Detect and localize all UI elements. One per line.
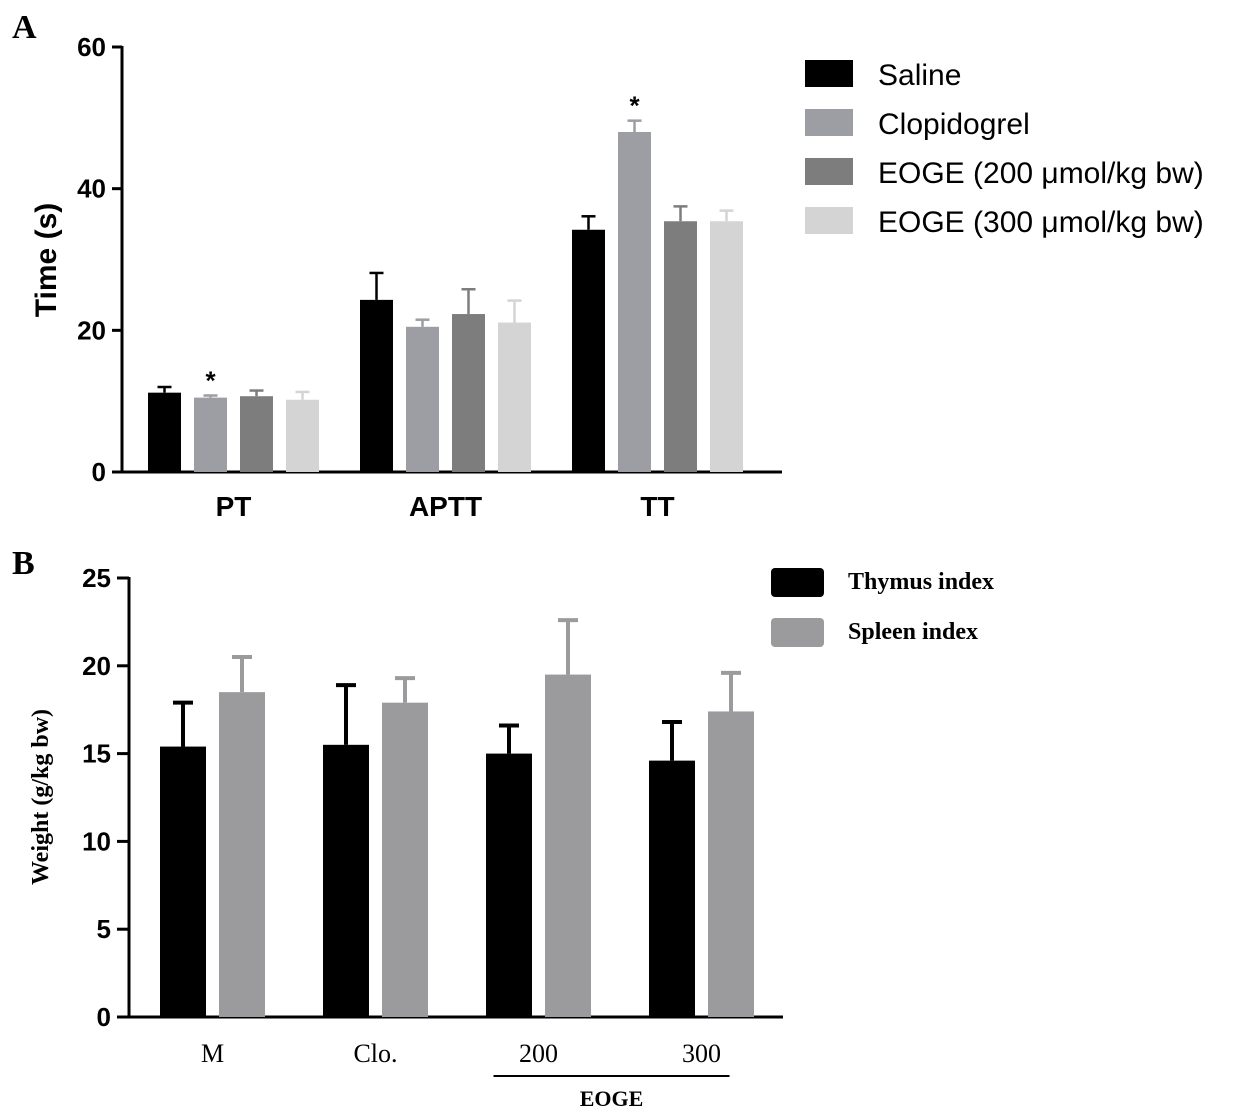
x-tick-label: 200 — [519, 1039, 558, 1068]
bar-aptt-0 — [360, 299, 393, 472]
x-tick-label: Clo. — [353, 1039, 397, 1068]
x-tick-label-pt: PT — [216, 491, 252, 522]
y-tick-label: 60 — [77, 32, 106, 62]
bar-aptt-2 — [452, 314, 485, 472]
legend-label: Saline — [878, 59, 961, 92]
bar-tt-3 — [710, 221, 743, 472]
significance-star: * — [205, 366, 216, 396]
legend-swatch — [805, 60, 853, 87]
x-tick-label: M — [201, 1039, 224, 1068]
legend-swatch — [805, 207, 853, 234]
bar-0-0 — [160, 746, 206, 1017]
legend-swatch — [805, 158, 853, 185]
y-tick-label: 25 — [82, 563, 111, 593]
y-tick-label: 5 — [97, 914, 111, 944]
bar-pt-3 — [286, 399, 319, 472]
legend-label: Clopidogrel — [878, 108, 1030, 141]
y-axis-label: Weight (g/kg bw) — [28, 709, 54, 885]
group-label: EOGE — [580, 1086, 644, 1111]
bar-0-1 — [219, 692, 265, 1017]
y-tick-label: 15 — [82, 739, 111, 769]
bar-1-1 — [382, 702, 428, 1017]
legend-label: EOGE (200 μmol/kg bw) — [878, 157, 1204, 190]
legend-swatch — [771, 568, 824, 597]
bar-1-0 — [323, 744, 369, 1017]
legend-label: Thymus index — [848, 569, 994, 595]
legend-swatch — [771, 618, 824, 647]
bar-pt-1 — [194, 397, 227, 472]
y-tick-label: 0 — [92, 457, 106, 487]
legend-label: EOGE (300 μmol/kg bw) — [878, 206, 1204, 239]
y-tick-label: 40 — [77, 174, 106, 204]
y-axis-label: Time (s) — [30, 203, 63, 317]
y-tick-label: 20 — [77, 315, 106, 345]
panel-b-label: B — [12, 545, 35, 582]
bar-tt-0 — [572, 229, 605, 472]
bar-tt-2 — [664, 221, 697, 472]
bar-aptt-3 — [498, 322, 531, 472]
y-tick-label: 10 — [82, 826, 111, 856]
bar-aptt-1 — [406, 326, 439, 472]
panel-a-label: A — [12, 9, 37, 46]
bar-3-0 — [649, 760, 695, 1017]
x-tick-label-aptt: APTT — [409, 491, 482, 522]
bar-2-0 — [486, 753, 532, 1017]
bar-2-1 — [545, 674, 591, 1017]
chart-b: 0 5 10 15 20 25 Weight (g/kg bw) M Clo. 200 300 EOG… — [28, 563, 994, 1111]
bar-3-1 — [708, 711, 754, 1017]
chart-a: 0 20 40 60 Time (s) * PT APTT * TT Saline Clopidogr… — [30, 32, 1204, 522]
bar-pt-0 — [148, 392, 181, 472]
x-tick-label: 300 — [682, 1039, 721, 1068]
legend-swatch — [805, 109, 853, 136]
bar-pt-2 — [240, 396, 273, 472]
significance-star: * — [629, 91, 640, 121]
legend-label: Spleen index — [848, 619, 978, 645]
y-tick-label: 0 — [97, 1002, 111, 1032]
bar-tt-1 — [618, 132, 651, 472]
x-tick-label-tt: TT — [640, 491, 674, 522]
y-tick-label: 20 — [82, 651, 111, 681]
